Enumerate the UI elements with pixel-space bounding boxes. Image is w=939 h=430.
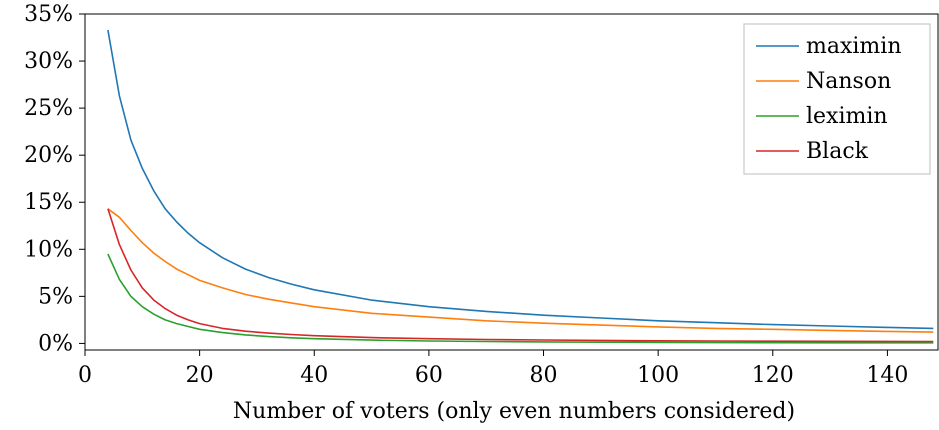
x-tick-label-0: 0 — [78, 363, 92, 388]
y-tick-label-0: 0% — [38, 331, 73, 356]
x-tick-label-60: 60 — [415, 363, 443, 388]
legend-label-leximin: leximin — [806, 104, 888, 129]
x-tick-label-20: 20 — [186, 363, 214, 388]
legend-box — [743, 23, 931, 175]
y-tick-label-15: 15% — [24, 190, 73, 215]
legend-label-nanson: Nanson — [806, 69, 891, 94]
y-tick-label-20: 20% — [24, 143, 73, 168]
y-tick-label-30: 30% — [24, 49, 73, 74]
legend: maximin Nanson leximin Black — [743, 23, 931, 175]
legend-label-black: Black — [806, 139, 869, 164]
series-line-black — [107, 208, 934, 343]
series-line-leximin — [107, 253, 934, 344]
x-tick-label-100: 100 — [637, 363, 679, 388]
y-tick-label-10: 10% — [24, 237, 73, 262]
y-tick-label-35: 35% — [24, 2, 73, 27]
x-tick-label-40: 40 — [300, 363, 328, 388]
x-tick-label-120: 120 — [752, 363, 794, 388]
y-tick-label-25: 25% — [24, 96, 73, 121]
x-axis-label: Number of voters (only even numbers cons… — [233, 399, 795, 424]
series-line-nanson — [107, 208, 934, 333]
x-tick-label-80: 80 — [530, 363, 558, 388]
series-lines — [107, 29, 934, 344]
y-tick-label-5: 5% — [38, 284, 73, 309]
axes: 0 20 40 60 80 100 120 140 0% 5% 10% 15% 20% 25% 30% 35% — [24, 2, 908, 388]
series-line-maximin — [107, 29, 934, 330]
legend-label-maximin: maximin — [806, 34, 902, 59]
x-tick-label-140: 140 — [866, 363, 908, 388]
